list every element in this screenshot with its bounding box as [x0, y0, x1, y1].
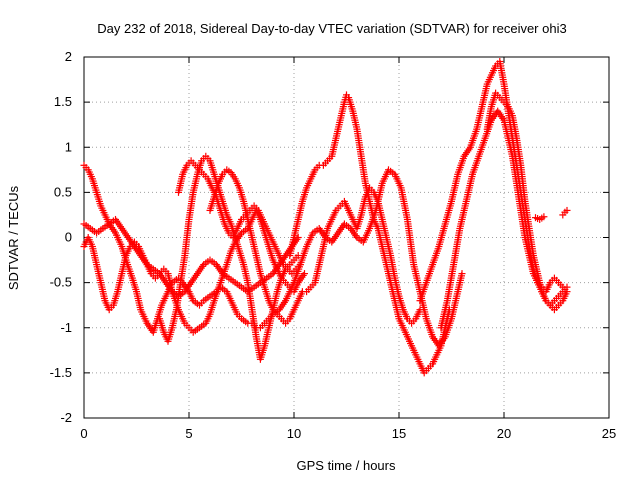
y-tick-label: 0.5	[54, 184, 72, 199]
axis-ticks: 0 5 10 15 20 25 -2 -1.5 -1 -0.5 0 0.5 1 1.5 2	[50, 49, 617, 441]
data-marks	[80, 58, 571, 377]
x-axis-label: GPS time / hours	[297, 458, 396, 473]
x-tick-label: 15	[392, 426, 406, 441]
y-tick-label: 0	[65, 230, 72, 245]
x-tick-label: 25	[602, 426, 616, 441]
chart-title: Day 232 of 2018, Sidereal Day-to-day VTE…	[97, 21, 566, 36]
x-tick-label: 10	[287, 426, 301, 441]
x-tick-label: 5	[185, 426, 192, 441]
data-point	[458, 270, 466, 278]
y-tick-label: -0.5	[50, 275, 72, 290]
data-point	[301, 270, 308, 278]
data-point	[540, 213, 548, 221]
y-axis-label: SDTVAR / TECUs	[6, 185, 21, 290]
y-tick-label: -1	[60, 320, 72, 335]
y-tick-label: 1	[65, 139, 72, 154]
data-point	[563, 206, 571, 214]
y-tick-label: 2	[65, 49, 72, 64]
x-tick-label: 20	[497, 426, 511, 441]
data-point	[563, 283, 571, 291]
x-tick-label: 0	[80, 426, 87, 441]
y-tick-label: -2	[60, 410, 72, 425]
y-tick-label: 1.5	[54, 94, 72, 109]
y-tick-label: -1.5	[50, 365, 72, 380]
